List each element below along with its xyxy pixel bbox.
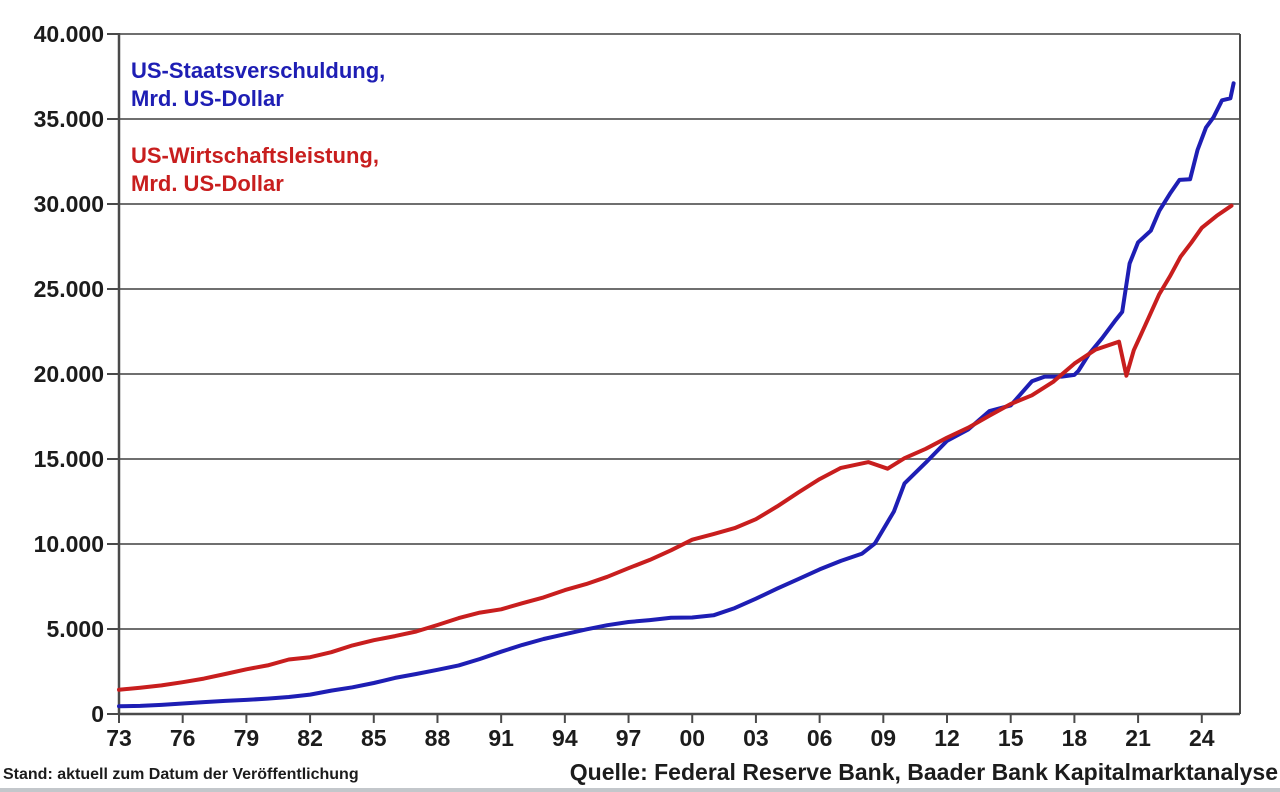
x-axis-label: 97 <box>615 725 642 751</box>
legend-gdp-line2: Mrd. US-Dollar <box>131 171 284 196</box>
y-axis-label: 0 <box>91 701 104 727</box>
y-axis-label: 40.000 <box>33 21 104 47</box>
legend-debt: US-Staatsverschuldung, Mrd. US-Dollar <box>131 57 385 113</box>
legend-gdp: US-Wirtschaftsleistung, Mrd. US-Dollar <box>131 142 379 198</box>
x-axis-label: 85 <box>360 725 387 751</box>
bottom-divider <box>0 788 1280 792</box>
x-axis-label: 03 <box>743 725 769 751</box>
x-axis-label: 00 <box>679 725 706 751</box>
x-axis-label: 24 <box>1188 725 1215 751</box>
legend-gdp-line1: US-Wirtschaftsleistung, <box>131 143 379 168</box>
y-axis-label: 30.000 <box>33 191 104 217</box>
x-axis-label: 82 <box>297 725 323 751</box>
legend-debt-line2: Mrd. US-Dollar <box>131 86 284 111</box>
legend-debt-line1: US-Staatsverschuldung, <box>131 58 386 83</box>
x-axis-label: 12 <box>934 725 960 751</box>
x-axis-label: 18 <box>1061 725 1088 751</box>
gdp-line <box>117 203 1234 692</box>
x-axis-label: 09 <box>870 725 897 751</box>
x-axis-label: 91 <box>488 725 514 751</box>
x-axis-label: 94 <box>552 725 578 751</box>
source-note: Quelle: Federal Reserve Bank, Baader Ban… <box>569 759 1278 785</box>
y-axis-label: 10.000 <box>33 531 104 557</box>
x-axis-label: 79 <box>233 725 260 751</box>
x-axis-label: 76 <box>169 725 196 751</box>
status-note: Stand: aktuell zum Datum der Veröffentli… <box>3 766 359 783</box>
x-axis-label: 06 <box>806 725 833 751</box>
y-axis-label: 25.000 <box>33 276 104 302</box>
y-axis-label: 35.000 <box>33 106 104 132</box>
y-axis-label: 15.000 <box>33 446 104 472</box>
x-axis-label: 21 <box>1125 725 1151 751</box>
x-axis-label: 88 <box>424 725 451 751</box>
y-axis-label: 5.000 <box>46 616 104 642</box>
x-axis-label: 15 <box>997 725 1024 751</box>
y-axis-label: 20.000 <box>33 361 104 387</box>
x-axis-label: 73 <box>106 725 132 751</box>
debt-line <box>117 81 1236 709</box>
